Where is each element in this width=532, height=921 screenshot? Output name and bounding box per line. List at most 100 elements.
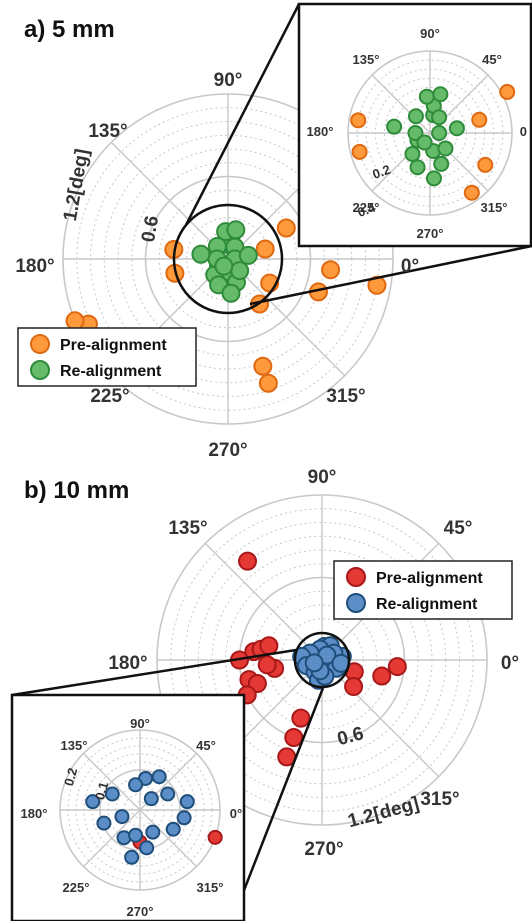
pb-angle-45: 45° <box>444 518 473 539</box>
pb-inset-re-point <box>167 823 180 836</box>
pa-re-point <box>227 221 244 238</box>
pb-angle-270: 270° <box>304 839 343 860</box>
pb-inset-angle-225: 225° <box>63 880 90 895</box>
pb-inset-re-point <box>129 829 142 842</box>
panel-a-legend: Pre-alignment Re-alignment <box>18 328 196 386</box>
pb-pre-point <box>260 637 277 654</box>
pa-angle-135: 135° <box>88 121 127 142</box>
pa-re-point <box>215 258 232 275</box>
panel-a-title: a) 5 mm <box>24 16 115 43</box>
pb-inset-re-point <box>181 795 194 808</box>
pb-inset-re-point <box>129 778 142 791</box>
pb-inset-angle-315: 315° <box>197 880 224 895</box>
pa-inset-angle-90: 90° <box>420 26 440 41</box>
panel-a-connector-bottom <box>250 246 532 304</box>
pa-re-point <box>240 247 257 264</box>
pa-inset-re-point <box>409 109 423 123</box>
pb-inset-angle-45: 45° <box>196 738 216 753</box>
pb-inset-re-point <box>161 788 174 801</box>
pb-inset-re-point <box>97 817 110 830</box>
pb-inset-re-point <box>125 851 138 864</box>
pa-pre-point <box>257 241 274 258</box>
pa-inset-re-point <box>432 110 446 124</box>
pb-inset-pre-point <box>209 831 222 844</box>
pb-angle-135: 135° <box>168 518 207 539</box>
pa-inset-re-point <box>434 157 448 171</box>
pb-inset-re-point <box>178 811 191 824</box>
pb-inset-re-point <box>153 770 166 783</box>
pb-pre-point <box>239 553 256 570</box>
panel-a-inset-grid <box>348 51 512 215</box>
pa-inset-re-point <box>420 90 434 104</box>
pa-inset-angle-45: 45° <box>482 52 502 67</box>
pb-re-point <box>306 654 323 671</box>
legend-pre-label-b: Pre-alignment <box>376 570 483 587</box>
pb-pre-point <box>389 658 406 675</box>
legend-pre-marker <box>31 335 49 353</box>
pa-re-point <box>192 246 209 263</box>
pa-angle-270: 270° <box>208 440 247 461</box>
pb-inset-angle-0: 0° <box>230 806 242 821</box>
pb-inset-re-point <box>146 826 159 839</box>
pa-pre-point <box>322 261 339 278</box>
legend-pre-label: Pre-alignment <box>60 337 167 354</box>
pa-inset-re-point <box>438 141 452 155</box>
pa-inset-angle-180: 180° <box>307 124 334 139</box>
pb-pre-point <box>259 656 276 673</box>
pb-pre-point <box>373 668 390 685</box>
pa-inset-pre-point <box>472 113 486 127</box>
legend-re-marker <box>31 361 49 379</box>
pb-angle-0: 0° <box>501 653 519 674</box>
pb-pre-point <box>285 729 302 746</box>
pb-inset-re-point <box>115 810 128 823</box>
legend-re-label-b: Re-alignment <box>376 596 478 613</box>
pa-pre-point <box>260 375 277 392</box>
pa-inset-pre-point <box>353 145 367 159</box>
pb-pre-point <box>292 710 309 727</box>
pb-radial-06: 0.6 <box>335 723 366 750</box>
pb-pre-point <box>345 678 362 695</box>
pa-inset-pre-point <box>478 158 492 172</box>
pb-inset-angle-180: 180° <box>21 806 48 821</box>
pa-angle-90: 90° <box>214 70 243 91</box>
pa-angle-180: 180° <box>15 256 54 277</box>
pa-pre-point <box>278 220 295 237</box>
pa-inset-angle-315: 315° <box>481 200 508 215</box>
pa-angle-315: 315° <box>326 386 365 407</box>
pa-pre-point <box>67 312 84 329</box>
pa-angle-0: 0° <box>401 256 419 277</box>
pa-inset-angle-0: 0 <box>520 124 527 139</box>
pb-inset-re-point <box>145 792 158 805</box>
pa-inset-re-point <box>427 171 441 185</box>
pa-inset-re-point <box>387 120 401 134</box>
pa-radial-12: 1.2[deg] <box>60 147 93 222</box>
pa-inset-pre-point <box>500 85 514 99</box>
pa-inset-pre-point <box>465 186 479 200</box>
pb-inset-re-point <box>140 841 153 854</box>
panel-b-inset-grid <box>60 730 220 890</box>
panel-b-title: b) 10 mm <box>24 477 129 504</box>
panel-b-connector-bottom <box>232 688 323 921</box>
pb-angle-90: 90° <box>308 467 337 488</box>
pb-angle-315: 315° <box>420 789 459 810</box>
legend-pre-marker-b <box>347 568 365 586</box>
pa-inset-angle-270: 270° <box>417 226 444 241</box>
pa-pre-point <box>254 358 271 375</box>
legend-re-label: Re-alignment <box>60 363 162 380</box>
pa-inset-angle-135: 135° <box>353 52 380 67</box>
pa-inset-re-point <box>418 135 432 149</box>
pa-inset-re-point <box>433 87 447 101</box>
pa-inset-pre-point <box>351 113 365 127</box>
pb-inset-angle-90: 90° <box>130 716 150 731</box>
pa-inset-re-point <box>432 126 446 140</box>
legend-re-marker-b <box>347 594 365 612</box>
pa-re-point <box>231 262 248 279</box>
pa-re-point <box>222 285 239 302</box>
pa-inset-re-point <box>450 121 464 135</box>
pb-inset-angle-135: 135° <box>61 738 88 753</box>
panel-a-connector-top <box>186 4 299 225</box>
pb-inset-angle-270: 270° <box>127 904 154 919</box>
pb-angle-180: 180° <box>108 653 147 674</box>
panel-b-legend: Pre-alignment Re-alignment <box>334 561 512 619</box>
